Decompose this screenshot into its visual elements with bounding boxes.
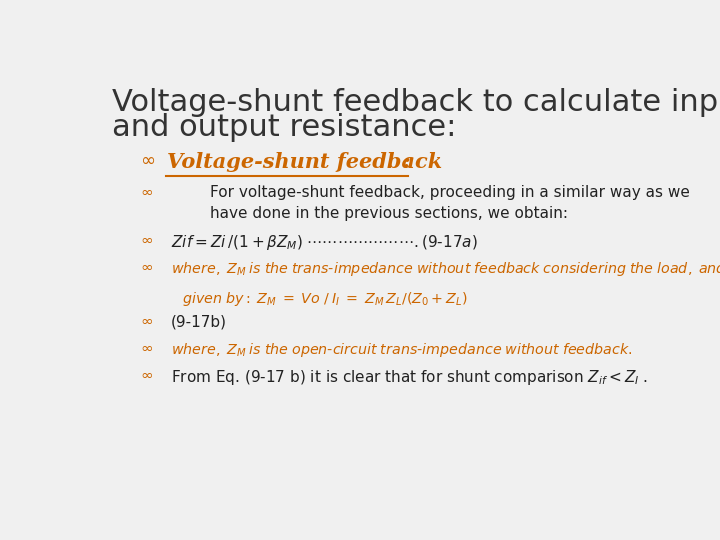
Text: ∞: ∞ bbox=[140, 260, 153, 275]
Text: Voltage-shunt feedback: Voltage-shunt feedback bbox=[167, 152, 442, 172]
Text: ∞: ∞ bbox=[140, 341, 153, 356]
Text: $where,\;Z_M\;is\;the\;open\text{-}circuit\;trans\text{-}impedance\;without\;fee: $where,\;Z_M\;is\;the\;open\text{-}circu… bbox=[171, 341, 632, 359]
Text: $given\;by:\;Z_M\;=\;Vo\;/\;I_I\;=\;Z_M\,Z_L/(Z_0+Z_L)$: $given\;by:\;Z_M\;=\;Vo\;/\;I_I\;=\;Z_M\… bbox=[182, 290, 468, 308]
Text: For voltage-shunt feedback, proceeding in a similar way as we
have done in the p: For voltage-shunt feedback, proceeding i… bbox=[210, 185, 690, 221]
Text: $where,\;Z_M\;is\;the\;trans\text{-}impedance\;without\;feedback\;considering\;t: $where,\;Z_M\;is\;the\;trans\text{-}impe… bbox=[171, 260, 720, 278]
Text: (9-17b): (9-17b) bbox=[171, 314, 227, 329]
Text: ∞: ∞ bbox=[140, 152, 156, 170]
Text: $Zif = Zi\,/(1+\beta Z_M)\;\cdots\cdots\cdots\cdots\cdots\cdots\cdots.(9\text{-}: $Zif = Zi\,/(1+\beta Z_M)\;\cdots\cdots\… bbox=[171, 233, 477, 252]
Text: and output resistance:: and output resistance: bbox=[112, 113, 456, 141]
Text: ∞: ∞ bbox=[140, 233, 153, 248]
Text: From Eq. (9-17 b) it is clear that for shunt comparison $Z_{if} < Z_I\;.$: From Eq. (9-17 b) it is clear that for s… bbox=[171, 368, 647, 387]
Text: ∞: ∞ bbox=[140, 314, 153, 329]
Text: ∞: ∞ bbox=[140, 368, 153, 383]
Text: Voltage-shunt feedback to calculate input: Voltage-shunt feedback to calculate inpu… bbox=[112, 87, 720, 117]
Text: :: : bbox=[403, 152, 411, 172]
FancyBboxPatch shape bbox=[84, 60, 654, 485]
Text: ∞: ∞ bbox=[140, 185, 153, 200]
